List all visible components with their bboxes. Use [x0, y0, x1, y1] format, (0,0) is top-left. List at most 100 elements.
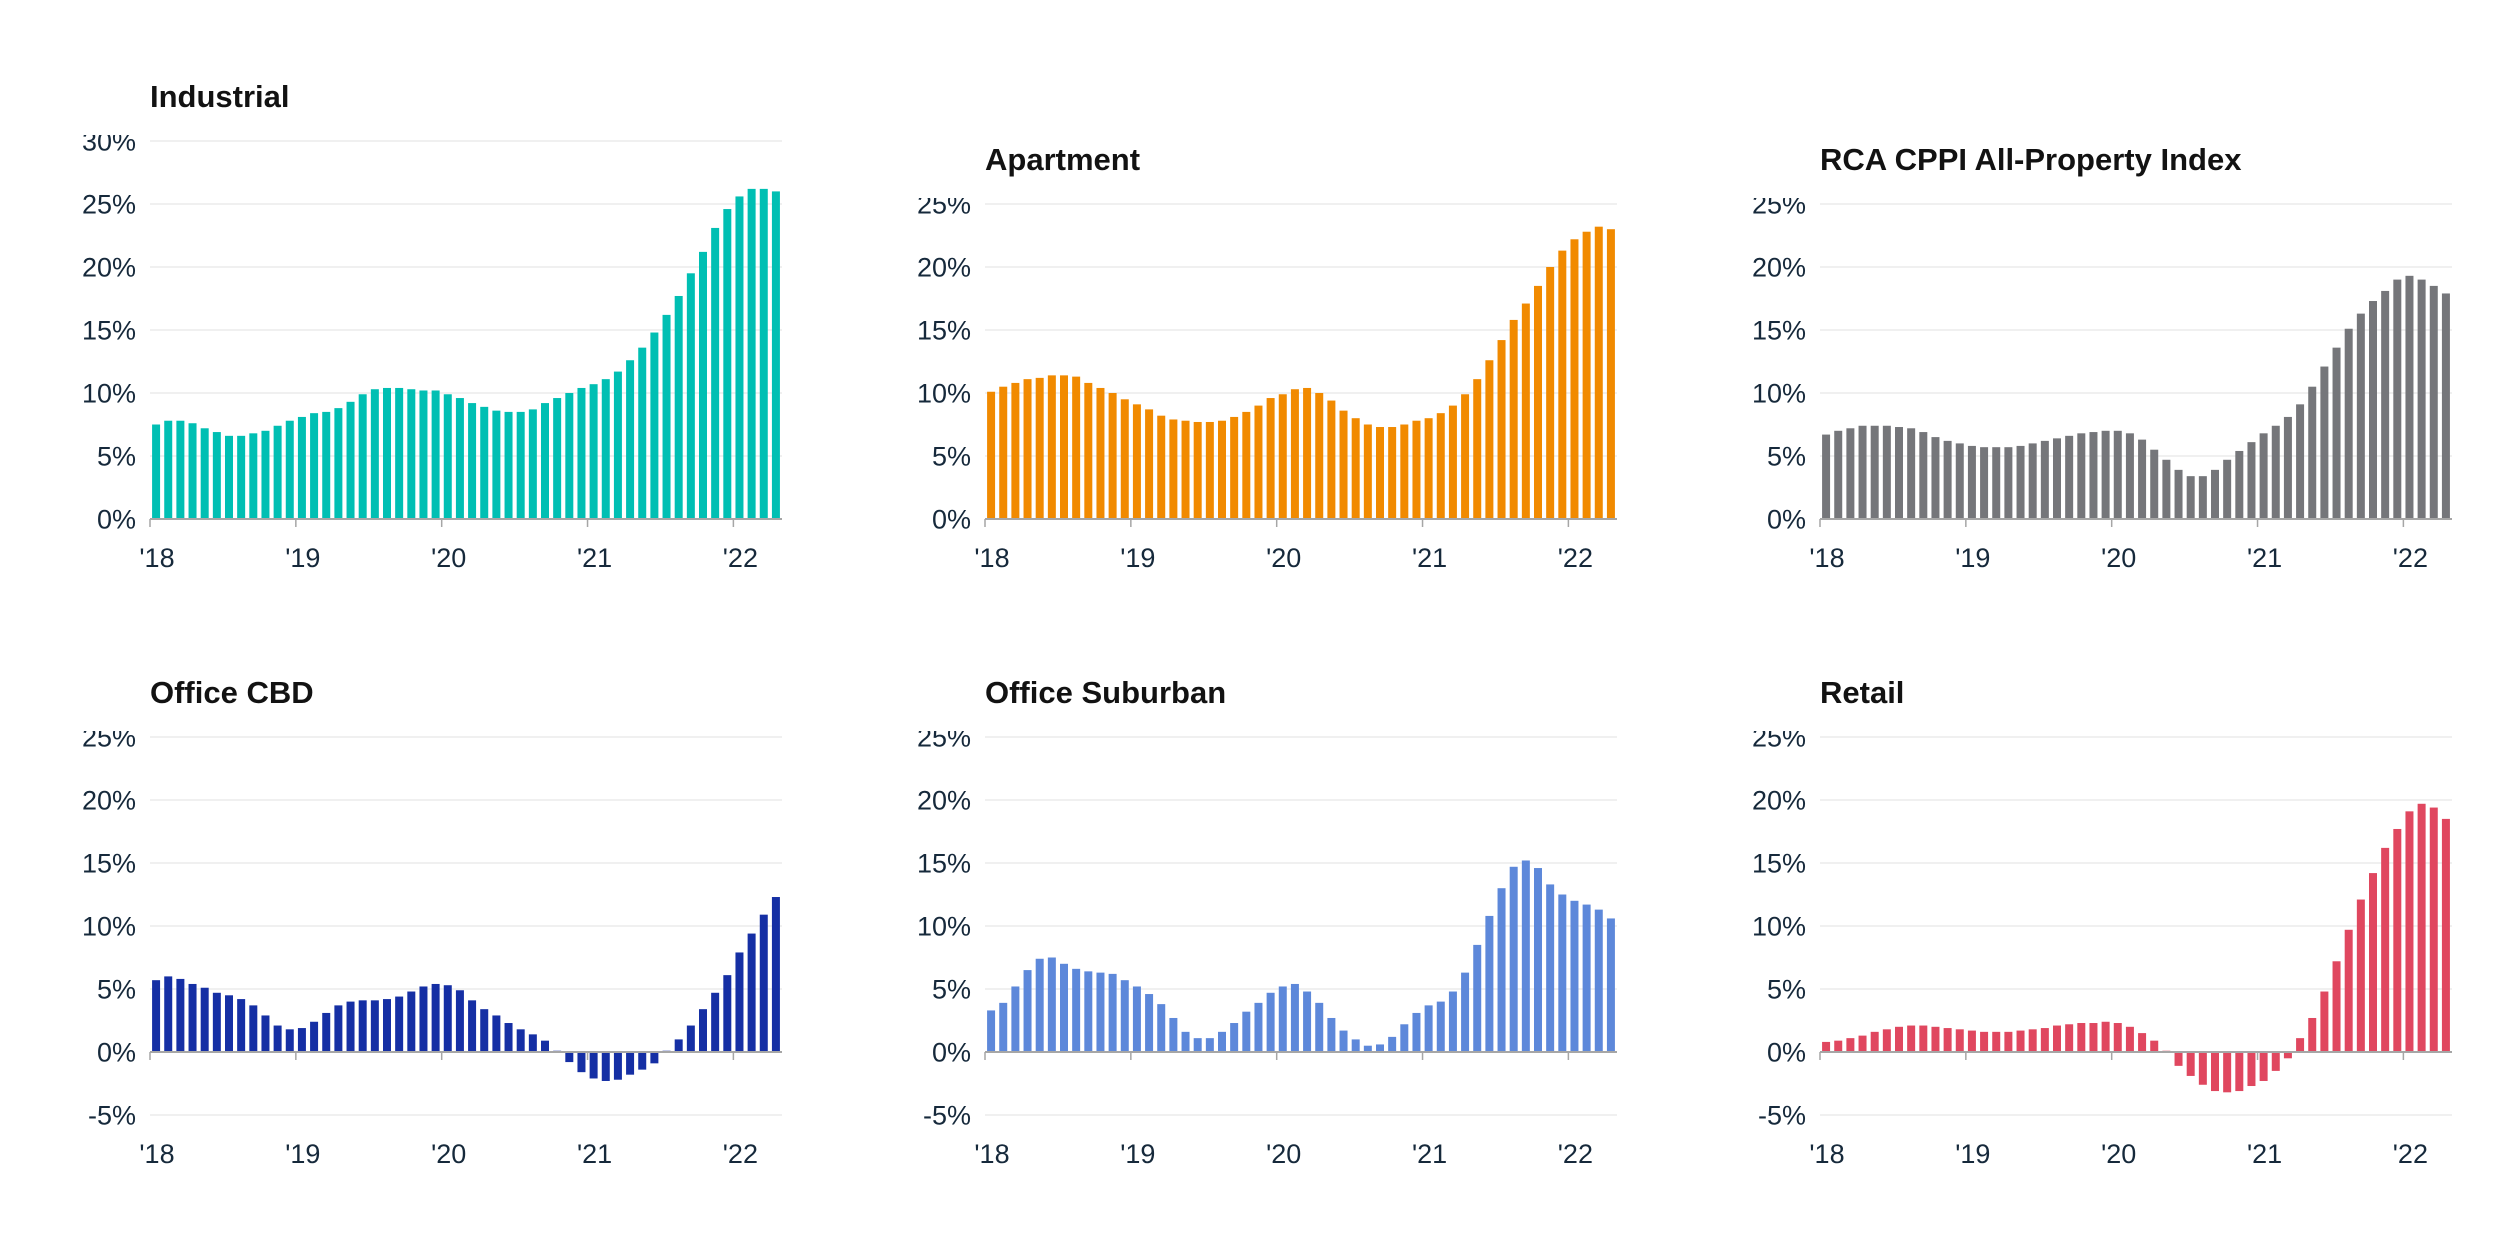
y-axis-tick-label: 5% [97, 974, 136, 1004]
bar [310, 1021, 319, 1052]
bar [2016, 445, 2025, 519]
bar [176, 978, 185, 1052]
y-axis-tick-label: 20% [82, 785, 136, 815]
bar [1388, 427, 1397, 519]
chart-apartment: Apartment 25% 20% 15% 10% 5% 0% '18 '19 '20 '21 '2… [880, 20, 1625, 588]
bar [1339, 1030, 1348, 1052]
bar [1594, 226, 1603, 519]
bar [1254, 1002, 1263, 1052]
bar [2065, 435, 2074, 519]
bar [686, 273, 695, 519]
chart-retail: Retail 25% 20% 15% 10% 5% 0% -5% '18 '19 '20 '21 '2… [1715, 608, 2460, 1184]
chart-canvas-industrial: 30% 25% 20% 15% 10% 5% 0% '18 '19 '20 '21 '22 [45, 126, 790, 588]
bar [2235, 450, 2244, 519]
bar [1558, 894, 1567, 1052]
bar [2356, 899, 2365, 1052]
bar [1290, 983, 1299, 1052]
bar [1072, 968, 1081, 1052]
bar [626, 360, 635, 519]
bar [541, 403, 549, 519]
bar [2065, 1024, 2074, 1052]
bar [1834, 1040, 1843, 1052]
bar [1035, 958, 1044, 1052]
bar [2138, 1033, 2147, 1052]
y-axis-tick-label: 15% [82, 848, 136, 878]
bar [577, 1052, 586, 1073]
bar [528, 409, 537, 519]
bar [1992, 447, 2001, 519]
bar [468, 1000, 477, 1052]
bar [2004, 447, 2013, 519]
bar [2283, 416, 2292, 519]
bar [1822, 1041, 1831, 1052]
office-cbd-bar-chart-svg: 25% 20% 15% 10% 5% 0% -5%'18 '19 '20 '21 '22 [82, 722, 782, 1169]
bar [1011, 986, 1020, 1052]
bar [1521, 303, 1530, 519]
bar [2369, 301, 2377, 519]
bar [1412, 1012, 1421, 1052]
bar [2259, 433, 2268, 519]
y-axis-tick-label: 10% [82, 911, 136, 941]
bar [1858, 1035, 1867, 1052]
bar [601, 1052, 610, 1081]
bar [1351, 418, 1360, 519]
bar [1132, 404, 1141, 519]
bar [1339, 410, 1348, 519]
y-axis-tick-label: 20% [917, 785, 971, 815]
bar [1448, 405, 1457, 519]
bar [1546, 884, 1555, 1052]
bar [310, 413, 319, 519]
bar [2393, 828, 2402, 1052]
bar [1132, 986, 1141, 1052]
bar [2077, 1023, 2086, 1052]
y-axis-tick-label: 10% [82, 378, 136, 408]
x-axis-tick-label: '20 [1266, 543, 1301, 573]
bar [383, 999, 391, 1052]
x-axis-tick-label: '20 [431, 1139, 466, 1169]
bar [2211, 1052, 2219, 1092]
bar [1448, 991, 1457, 1052]
bar [662, 314, 671, 519]
y-axis-tick-label: 20% [1752, 785, 1806, 815]
y-axis-tick-label: -5% [923, 1100, 971, 1130]
bar [1980, 447, 1989, 519]
bar [225, 995, 233, 1052]
bar [1870, 425, 1879, 519]
office-suburban-bar-chart-svg: 25% 20% 15% 10% 5% 0% -5%'18 '19 '20 '21 '22 [917, 722, 1617, 1169]
bar [1582, 231, 1591, 519]
bar [334, 408, 343, 519]
bar [1023, 379, 1032, 519]
y-axis-tick-label: 30% [82, 135, 136, 156]
chart-title-office-suburban: Office Suburban [985, 675, 1227, 710]
bar [699, 1009, 707, 1052]
bar [1473, 944, 1482, 1052]
bar [297, 1028, 306, 1052]
bar [1424, 1005, 1433, 1052]
y-axis-tick-label: 25% [917, 731, 971, 752]
bar [152, 980, 161, 1052]
bar [1157, 1004, 1166, 1052]
bar [1846, 1038, 1855, 1052]
bar [2356, 313, 2365, 519]
chart-title-apartment: Apartment [985, 142, 1141, 177]
bar [1497, 340, 1506, 519]
bar [1400, 424, 1409, 519]
x-axis-tick-label: '21 [1412, 543, 1447, 573]
bar [2101, 1021, 2110, 1052]
bar [1400, 1024, 1409, 1052]
bar [2113, 1023, 2122, 1052]
bar [370, 389, 379, 519]
bar [1327, 400, 1336, 519]
chart-title-industrial: Industrial [150, 79, 290, 114]
bar [759, 188, 768, 519]
bar [2417, 279, 2426, 519]
chart-canvas-apartment: 25% 20% 15% 10% 5% 0% '18 '19 '20 '21 '22 [880, 189, 1625, 588]
bar [650, 1052, 659, 1064]
bar [711, 227, 720, 519]
bar [2320, 366, 2329, 519]
bar [2308, 386, 2317, 519]
bar [1509, 866, 1518, 1052]
bar [1266, 398, 1275, 519]
x-axis-tick-label: '22 [723, 543, 758, 573]
bar [1230, 416, 1239, 519]
